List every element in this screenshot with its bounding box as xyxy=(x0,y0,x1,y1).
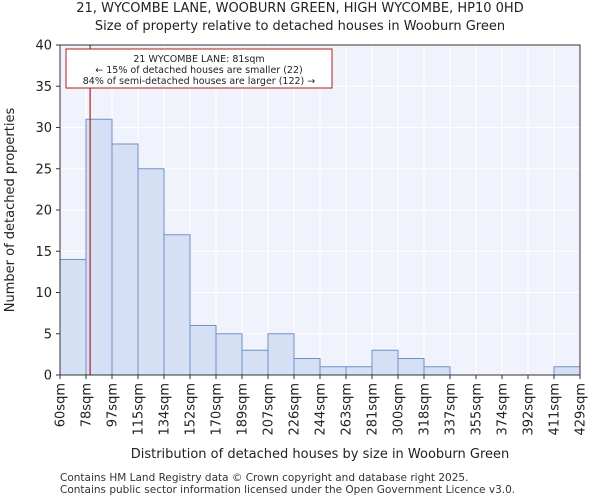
bar-263sqm xyxy=(345,366,373,376)
x-tick-label: 170sqm xyxy=(210,383,225,436)
x-tick-label: 300sqm xyxy=(392,383,407,436)
footer-line-2: Contains public sector information licen… xyxy=(60,484,516,496)
y-tick-label: 20 xyxy=(35,204,52,219)
annotation-line-2: ← 15% of detached houses are smaller (22… xyxy=(95,65,302,76)
x-tick-label: 60sqm xyxy=(54,383,69,427)
x-tick-label: 244sqm xyxy=(314,383,329,436)
x-tick-label: 355sqm xyxy=(470,383,485,436)
bar-300sqm xyxy=(397,358,425,376)
x-tick-label: 429sqm xyxy=(574,383,589,436)
y-tick-label: 5 xyxy=(44,327,52,342)
x-tick-label: 411sqm xyxy=(548,383,563,436)
histogram-chart: 0 5 10 15 20 25 30 35 40 60sqm 78sqm 97sqm 115sqm 13… xyxy=(3,39,589,463)
annotation-line-3: 84% of semi-detached houses are larger (… xyxy=(83,76,316,87)
x-tick-label: 189sqm xyxy=(236,383,251,436)
x-tick-label: 207sqm xyxy=(262,383,277,436)
bar-318sqm xyxy=(423,366,451,376)
y-tick-label: 35 xyxy=(35,80,52,95)
x-tick-label: 374sqm xyxy=(496,383,511,436)
x-tick-label: 318sqm xyxy=(418,383,433,436)
bar-134sqm xyxy=(163,234,191,376)
bar-226sqm xyxy=(293,358,321,376)
bar-281sqm xyxy=(371,349,399,376)
bar-189sqm xyxy=(241,349,269,376)
y-tick-label: 25 xyxy=(35,162,52,177)
bar-152sqm xyxy=(189,325,217,376)
x-axis-label: Distribution of detached houses by size … xyxy=(131,447,510,462)
x-tick-label: 337sqm xyxy=(444,383,459,436)
annotation-frame xyxy=(65,48,333,89)
bar-60sqm xyxy=(59,259,87,376)
y-tick-label: 30 xyxy=(35,121,52,136)
x-tick-labels: 60sqm 78sqm 97sqm 115sqm 134sqm 152sqm 170sqm 1… xyxy=(54,375,589,436)
bar-244sqm xyxy=(319,366,347,376)
bar-207sqm xyxy=(267,333,295,376)
y-axis-label: Number of detached properties xyxy=(3,108,18,313)
x-tick-label: 78sqm xyxy=(80,383,95,427)
bar-115sqm xyxy=(137,168,165,376)
x-tick-label: 134sqm xyxy=(158,383,173,436)
y-tick-label: 0 xyxy=(44,369,52,384)
y-tick-label: 40 xyxy=(35,39,52,54)
x-tick-label: 392sqm xyxy=(522,383,537,436)
x-tick-label: 226sqm xyxy=(288,383,303,436)
annotation-box: 21 WYCOMBE LANE: 81sqm ← 15% of detached… xyxy=(65,48,333,89)
chart-title: 21, WYCOMBE LANE, WOOBURN GREEN, HIGH WY… xyxy=(76,1,524,16)
x-tick-label: 263sqm xyxy=(340,383,355,436)
y-tick-label: 15 xyxy=(35,245,52,260)
annotation-line-1: 21 WYCOMBE LANE: 81sqm xyxy=(133,54,264,65)
chart-subtitle: Size of property relative to detached ho… xyxy=(94,19,506,34)
bar-411sqm xyxy=(553,366,581,376)
bar-97sqm xyxy=(111,143,139,376)
bar-170sqm xyxy=(215,333,243,376)
y-tick-label: 10 xyxy=(35,286,52,301)
x-tick-label: 152sqm xyxy=(184,383,199,436)
x-tick-label: 97sqm xyxy=(106,383,121,427)
x-tick-label: 115sqm xyxy=(132,383,147,436)
y-tick-labels: 0 5 10 15 20 25 30 35 40 xyxy=(35,39,60,384)
x-tick-label: 281sqm xyxy=(366,383,381,436)
footer-line-1: Contains HM Land Registry data © Crown c… xyxy=(60,472,469,484)
